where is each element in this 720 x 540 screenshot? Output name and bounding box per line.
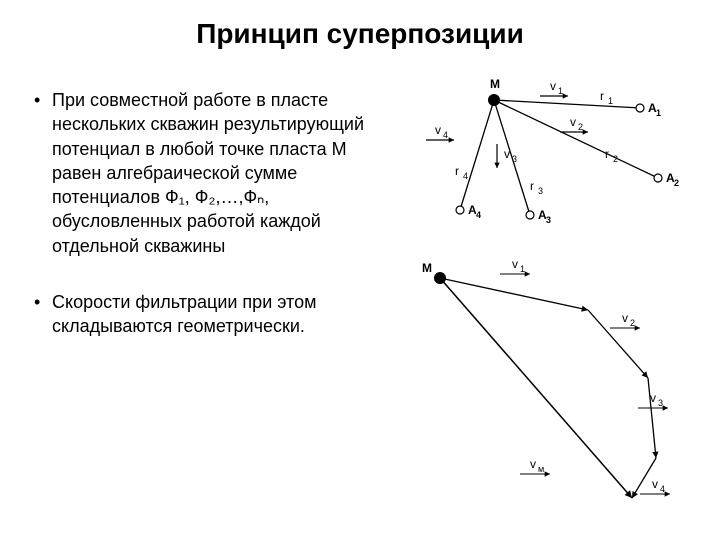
svg-text:v: v (504, 147, 510, 161)
superposition-diagram-wells: MA1A2A3A4r1r2r3r4v1v2v3v4 (400, 70, 700, 240)
svg-text:v: v (622, 311, 628, 325)
bullet-text: Скорости фильтрации при этом складываютс… (52, 292, 316, 336)
svg-text:M: M (422, 261, 432, 275)
svg-text:v: v (652, 477, 658, 491)
svg-text:4: 4 (443, 130, 448, 140)
superposition-diagram-vector-sum: Mv1v2v3v4vм (400, 250, 700, 520)
svg-text:v: v (570, 115, 576, 129)
svg-text:3: 3 (546, 215, 551, 225)
list-item: Скорости фильтрации при этом складываютс… (30, 290, 380, 339)
svg-text:1: 1 (520, 264, 525, 274)
svg-text:v: v (530, 457, 536, 471)
svg-text:2: 2 (630, 318, 635, 328)
svg-text:1: 1 (608, 96, 613, 106)
svg-text:r: r (600, 89, 604, 103)
svg-text:v: v (435, 123, 441, 137)
svg-text:2: 2 (578, 122, 583, 132)
svg-text:1: 1 (558, 86, 563, 96)
svg-text:v: v (650, 391, 656, 405)
bullet-list: При совместной работе в пласте нескольки… (30, 88, 380, 371)
svg-text:r: r (455, 164, 459, 178)
svg-text:4: 4 (660, 484, 665, 494)
bullet-text: При совместной работе в пласте нескольки… (52, 90, 364, 256)
svg-text:2: 2 (674, 178, 679, 188)
svg-text:м: м (538, 464, 544, 474)
svg-text:v: v (512, 257, 518, 271)
svg-text:4: 4 (463, 171, 468, 181)
svg-text:3: 3 (538, 186, 543, 196)
svg-text:r: r (530, 179, 534, 193)
svg-text:3: 3 (512, 154, 517, 164)
svg-text:r: r (605, 147, 609, 161)
svg-text:M: M (490, 77, 500, 91)
svg-text:v: v (550, 79, 556, 93)
svg-text:2: 2 (613, 154, 618, 164)
list-item: При совместной работе в пласте нескольки… (30, 88, 380, 258)
svg-text:3: 3 (658, 398, 663, 408)
svg-text:1: 1 (656, 108, 661, 118)
slide: Принцип суперпозиции При совместной рабо… (0, 0, 720, 540)
page-title: Принцип суперпозиции (0, 18, 720, 50)
svg-text:4: 4 (476, 210, 481, 220)
